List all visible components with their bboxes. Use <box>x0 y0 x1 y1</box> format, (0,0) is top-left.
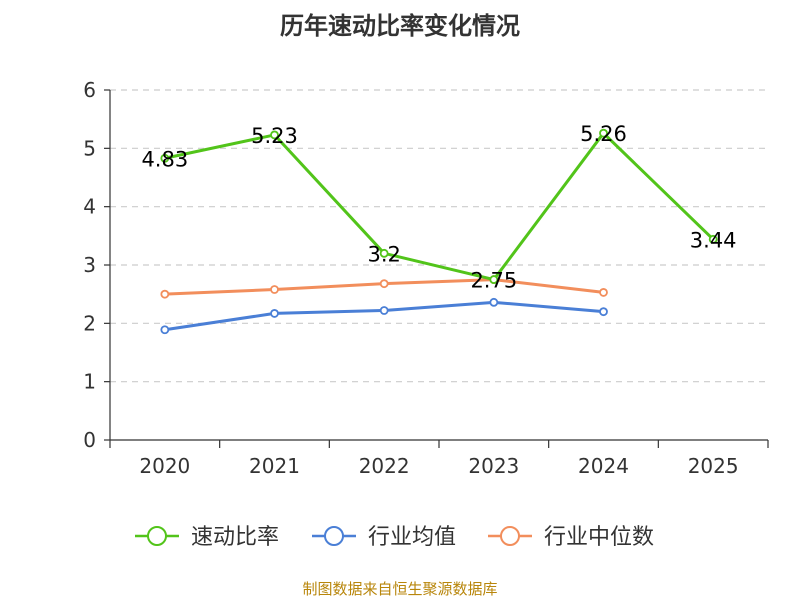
chart-title: 历年速动比率变化情况 <box>280 12 520 40</box>
x-tick-label: 2022 <box>359 454 410 478</box>
data-point <box>708 234 718 244</box>
legend-label[interactable]: 行业均值 <box>368 525 456 550</box>
y-tick-label: 1 <box>83 370 96 394</box>
legend-swatch-marker[interactable] <box>324 526 344 546</box>
y-tick-label: 0 <box>83 428 96 452</box>
legend-swatch-marker[interactable] <box>500 526 520 546</box>
legend-label[interactable]: 速动比率 <box>191 525 279 550</box>
data-label: 5.23 <box>251 124 298 148</box>
x-tick-label: 2024 <box>578 454 629 478</box>
data-point <box>270 285 279 294</box>
data-point <box>270 130 279 140</box>
data-point <box>599 288 608 297</box>
y-tick-label: 5 <box>83 136 96 160</box>
y-tick-label: 6 <box>83 78 96 102</box>
x-tick-label: 2020 <box>139 454 190 478</box>
series-line-0 <box>164 131 715 282</box>
data-point <box>599 128 608 138</box>
y-tick-label: 3 <box>83 253 96 277</box>
data-point <box>160 153 170 163</box>
data-point <box>379 306 389 315</box>
data-point <box>489 297 499 307</box>
data-point <box>489 275 499 284</box>
source-note: 制图数据来自恒生聚源数据库 <box>302 580 498 598</box>
data-point <box>270 309 279 318</box>
data-point <box>379 279 389 289</box>
data-point <box>160 289 170 299</box>
data-label: 5.26 <box>580 122 627 146</box>
x-tick-label: 2021 <box>249 454 300 478</box>
data-point <box>599 307 608 317</box>
x-tick-label: 2025 <box>688 454 739 478</box>
x-tick-label: 2023 <box>468 454 519 478</box>
data-label: 4.83 <box>141 147 188 171</box>
data-label: 3.2 <box>367 242 400 266</box>
data-point <box>160 325 170 335</box>
y-tick-label: 4 <box>83 195 96 219</box>
data-label: 2.75 <box>470 269 517 293</box>
legend-label[interactable]: 行业中位数 <box>544 525 654 550</box>
data-label: 3.44 <box>690 228 737 252</box>
legend-swatch-marker[interactable] <box>147 526 167 546</box>
data-point <box>379 248 389 258</box>
y-tick-label: 2 <box>83 311 96 335</box>
